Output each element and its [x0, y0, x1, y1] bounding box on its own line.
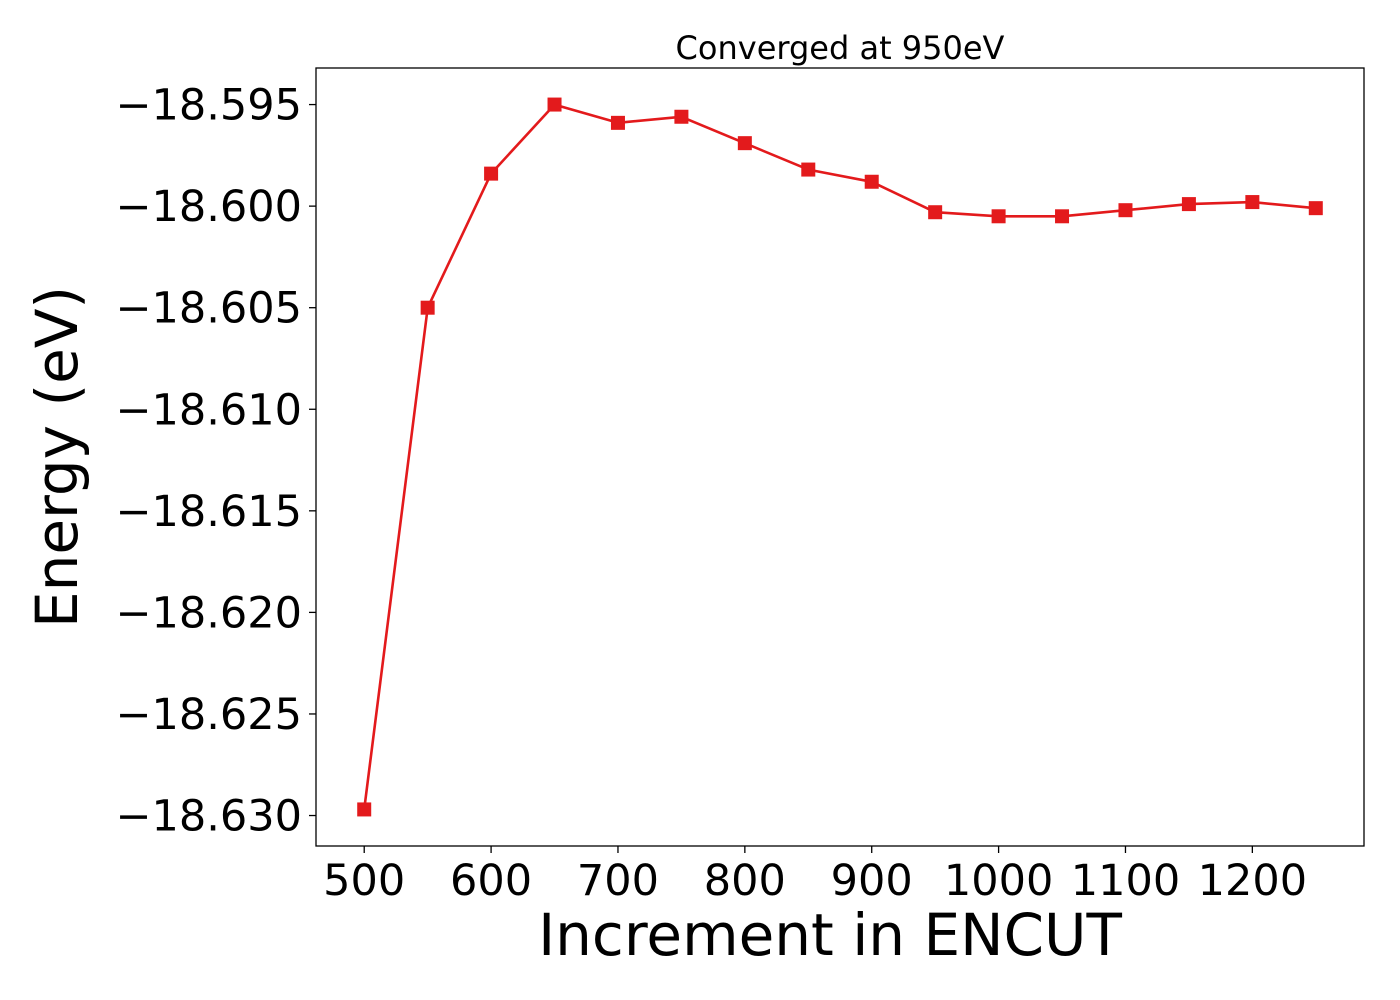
x-tick-label: 1000	[944, 856, 1053, 906]
chart-title: Converged at 950eV	[676, 29, 1005, 67]
x-tick-label: 600	[450, 856, 532, 906]
data-point-marker	[1181, 197, 1196, 212]
data-point-marker	[737, 136, 752, 151]
y-tick-label: −18.625	[116, 690, 303, 740]
data-point-marker	[420, 300, 435, 315]
y-axis-title: Energy (eV)	[23, 286, 91, 628]
y-tick-label: −18.630	[116, 792, 303, 842]
data-series	[357, 97, 1323, 817]
data-point-marker	[801, 162, 816, 177]
data-point-marker	[864, 174, 879, 189]
data-point-marker	[928, 205, 943, 220]
y-tick-label: −18.620	[116, 588, 303, 638]
y-tick-label: −18.615	[116, 487, 303, 537]
series-line	[362, 103, 1316, 810]
x-tick-label: 1100	[1071, 856, 1180, 906]
y-tick-label: −18.595	[116, 81, 303, 131]
data-point-marker	[1308, 201, 1323, 216]
y-tick-label: −18.610	[116, 385, 303, 435]
data-point-marker	[1118, 203, 1133, 218]
data-point-marker	[357, 802, 372, 817]
x-tick-label: 700	[577, 856, 659, 906]
data-point-marker	[1055, 209, 1070, 224]
x-tick-label: 800	[704, 856, 786, 906]
y-tick-label: −18.600	[116, 182, 303, 232]
data-point-marker	[610, 115, 625, 130]
x-tick-label: 500	[323, 856, 405, 906]
data-point-marker	[1245, 195, 1260, 210]
data-point-marker	[991, 209, 1006, 224]
x-tick-label: 1200	[1198, 856, 1307, 906]
data-point-marker	[547, 97, 562, 112]
plot-area-background	[316, 68, 1364, 846]
x-axis-title: Increment in ENCUT	[538, 901, 1122, 969]
y-tick-label: −18.605	[116, 284, 303, 334]
data-point-marker	[674, 109, 689, 124]
x-tick-label: 900	[831, 856, 913, 906]
plot-frame	[315, 67, 1365, 847]
axis-ticks: 500 600 700 800 900 1000 1100 1200 −18.630 −18.62…	[116, 81, 1308, 906]
data-point-marker	[484, 166, 499, 181]
